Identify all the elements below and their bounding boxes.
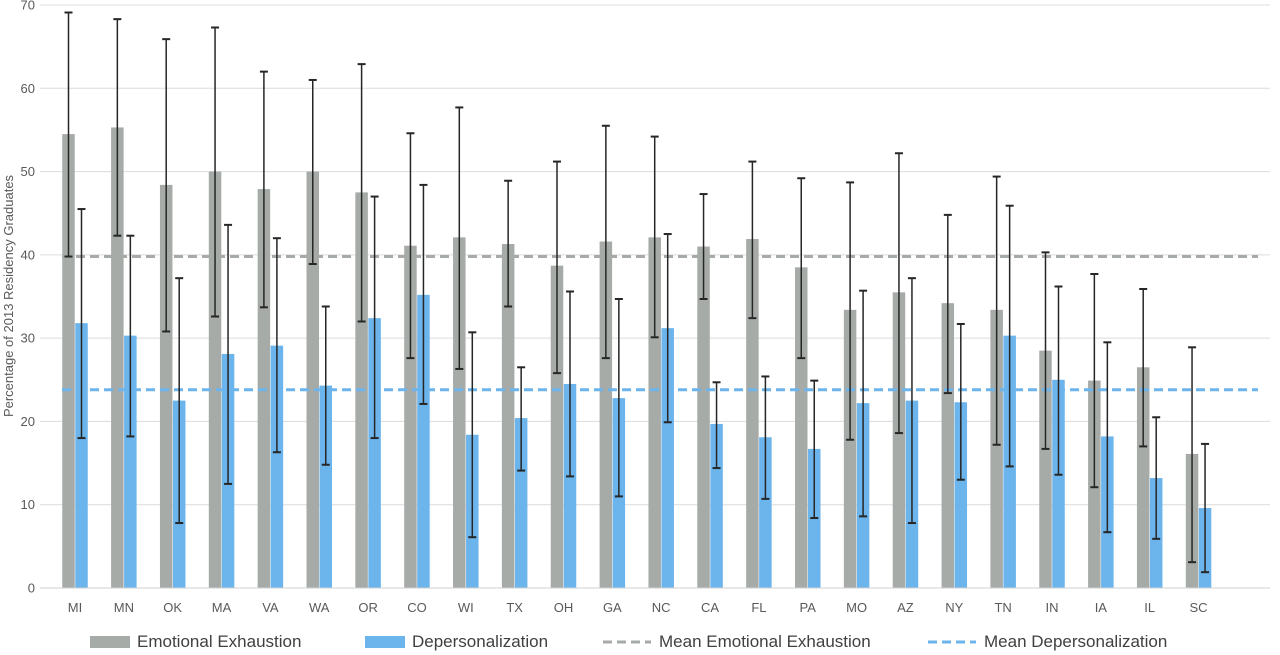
y-axis-ticks: 0 10 20 30 40 50 60 70 [21, 0, 35, 596]
x-tick-label: PA [800, 600, 817, 615]
x-tick-label: MO [846, 600, 867, 615]
bar-depersonalization [954, 402, 968, 588]
bar-emotional-exhaustion [795, 267, 808, 588]
bar-emotional-exhaustion [843, 309, 857, 588]
legend-label-emotional-exhaustion: Emotional Exhaustion [137, 632, 301, 651]
bar-emotional-exhaustion [599, 241, 613, 588]
bar-emotional-exhaustion [1136, 367, 1150, 588]
legend-label-mean-depersonalization: Mean Depersonalization [984, 632, 1167, 651]
x-tick-label: CO [407, 600, 427, 615]
bar-emotional-exhaustion [453, 237, 466, 589]
x-tick-label: NY [945, 600, 963, 615]
bar-emotional-exhaustion [1039, 350, 1052, 588]
x-tick-label: WA [309, 600, 330, 615]
bar-depersonalization [759, 437, 772, 588]
x-tick-label: AZ [897, 600, 914, 615]
legend-label-depersonalization: Depersonalization [412, 632, 548, 651]
bar-emotional-exhaustion [892, 292, 906, 588]
bar-depersonalization [1052, 379, 1065, 588]
y-tick-label: 10 [21, 497, 35, 512]
bar-emotional-exhaustion [404, 245, 417, 588]
x-tick-label: VA [262, 600, 279, 615]
bar-depersonalization [563, 383, 577, 588]
legend: Emotional Exhaustion Depersonalization Mea… [90, 632, 1167, 651]
x-tick-label: IL [1144, 600, 1155, 615]
bar-depersonalization [710, 423, 723, 588]
x-axis-ticks: MI MN OK MA VA WA OR CO WI TX OH GA NC CA FL PA MO AZ NY TN… [68, 600, 1208, 615]
bar-emotional-exhaustion [159, 184, 173, 588]
x-tick-label: MI [68, 600, 82, 615]
x-tick-label: OH [554, 600, 574, 615]
y-tick-label: 40 [21, 247, 35, 262]
error-bars [64, 11, 1210, 574]
bar-emotional-exhaustion [501, 244, 515, 588]
bar-emotional-exhaustion [62, 134, 75, 589]
y-tick-label: 50 [21, 164, 35, 179]
bar-depersonalization [319, 385, 332, 588]
x-tick-label: OK [163, 600, 182, 615]
x-tick-label: IA [1095, 600, 1108, 615]
bar-emotional-exhaustion [746, 239, 759, 589]
x-tick-label: OR [358, 600, 378, 615]
bar-emotional-exhaustion [941, 303, 955, 588]
legend-swatch-emotional-exhaustion [90, 636, 130, 648]
bar-emotional-exhaustion [111, 127, 124, 589]
x-tick-label: TX [506, 600, 523, 615]
bar-emotional-exhaustion [306, 171, 319, 589]
x-tick-label: IN [1046, 600, 1059, 615]
y-tick-label: 70 [21, 0, 35, 13]
bar-depersonalization [661, 328, 674, 588]
bar-emotional-exhaustion [990, 309, 1003, 588]
y-tick-label: 30 [21, 331, 35, 346]
x-tick-label: SC [1190, 600, 1208, 615]
bar-depersonalization [124, 335, 137, 588]
x-tick-label: NC [652, 600, 671, 615]
bar-depersonalization [368, 318, 381, 588]
x-tick-label: MA [212, 600, 232, 615]
bar-depersonalization [270, 345, 284, 588]
bar-emotional-exhaustion [697, 246, 710, 588]
bar-emotional-exhaustion [648, 237, 661, 589]
y-tick-label: 20 [21, 414, 35, 429]
legend-label-mean-emotional-exhaustion: Mean Emotional Exhaustion [659, 632, 871, 651]
x-tick-label: WI [458, 600, 474, 615]
bar-emotional-exhaustion [208, 171, 222, 589]
y-axis-label: Percentage of 2013 Residency Graduates [1, 174, 16, 417]
x-tick-label: GA [603, 600, 622, 615]
x-tick-label: CA [701, 600, 719, 615]
y-tick-label: 60 [21, 81, 35, 96]
bar-depersonalization [417, 294, 430, 588]
bar-emotional-exhaustion [550, 265, 564, 588]
x-tick-label: MN [114, 600, 134, 615]
bar-depersonalization [514, 418, 528, 588]
y-tick-label: 0 [28, 581, 35, 596]
bars [62, 127, 1212, 589]
x-tick-label: TN [994, 600, 1011, 615]
x-tick-label: FL [751, 600, 766, 615]
legend-swatch-depersonalization [365, 636, 405, 648]
